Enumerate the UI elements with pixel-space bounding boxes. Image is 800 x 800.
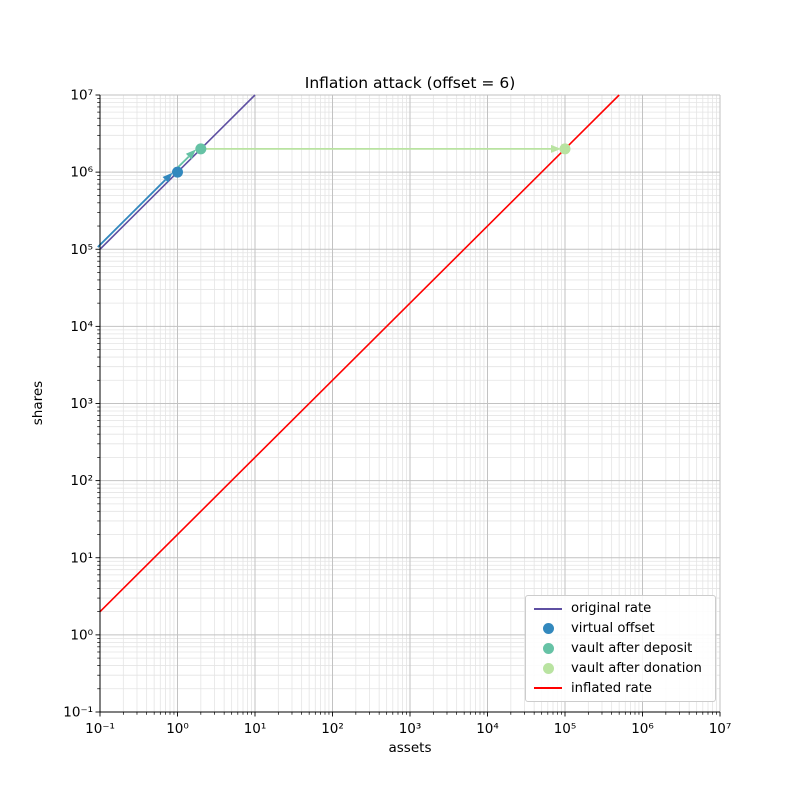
svg-text:10²: 10² (70, 473, 93, 489)
legend-handle (533, 662, 563, 674)
legend-dot-swatch (542, 642, 554, 654)
y-tick-labels: 10⁻¹ 10⁰ 10¹ 10² 10³ 10⁴ 10⁵ 10⁶ 10⁷ (63, 88, 93, 721)
svg-text:10⁰: 10⁰ (166, 721, 189, 737)
svg-text:10¹: 10¹ (244, 721, 267, 737)
legend-dot-swatch (542, 662, 554, 674)
chart-title: Inflation attack (offset = 6) (305, 74, 516, 92)
svg-text:10⁷: 10⁷ (70, 88, 93, 104)
y-axis-label: shares (30, 381, 46, 425)
svg-text:10⁷: 10⁷ (709, 721, 732, 737)
svg-text:10⁶: 10⁶ (631, 721, 654, 737)
legend-handle (533, 607, 563, 610)
legend-line-swatch (534, 607, 562, 610)
legend-item-vault-after-deposit: vault after deposit (533, 639, 709, 659)
svg-text:10¹: 10¹ (70, 550, 93, 566)
svg-text:10⁵: 10⁵ (70, 242, 93, 258)
svg-text:10⁰: 10⁰ (70, 627, 93, 643)
legend-label: vault after deposit (571, 640, 693, 656)
legend-item-virtual-offset: virtual offset (533, 619, 709, 639)
legend: original rate virtual offset vault after… (525, 595, 716, 702)
legend-handle (533, 687, 563, 690)
svg-text:10⁴: 10⁴ (70, 319, 93, 335)
svg-text:10⁶: 10⁶ (70, 165, 93, 181)
legend-item-inflated-rate: inflated rate (533, 678, 709, 698)
x-axis-label: assets (389, 740, 432, 756)
axis-ticks (95, 94, 721, 717)
legend-item-original-rate: original rate (533, 599, 709, 619)
svg-text:10³: 10³ (70, 396, 93, 412)
legend-handle (533, 623, 563, 635)
legend-dot-swatch (542, 623, 554, 635)
legend-item-vault-after-donation: vault after donation (533, 658, 709, 678)
legend-label: inflated rate (571, 680, 653, 696)
svg-text:10⁴: 10⁴ (476, 721, 499, 737)
svg-text:10³: 10³ (399, 721, 422, 737)
x-tick-labels: 10⁻¹ 10⁰ 10¹ 10² 10³ 10⁴ 10⁵ 10⁶ 10⁷ (85, 721, 731, 737)
legend-label: vault after donation (571, 660, 702, 676)
svg-text:10⁻¹: 10⁻¹ (85, 721, 115, 737)
svg-text:10⁵: 10⁵ (554, 721, 577, 737)
series-points (172, 143, 571, 178)
legend-label: original rate (571, 601, 652, 617)
legend-label: virtual offset (571, 621, 655, 637)
svg-text:10⁻¹: 10⁻¹ (63, 705, 93, 721)
legend-handle (533, 642, 563, 654)
legend-line-swatch (534, 687, 562, 690)
svg-text:10²: 10² (321, 721, 344, 737)
annotation-arrows (97, 144, 561, 248)
